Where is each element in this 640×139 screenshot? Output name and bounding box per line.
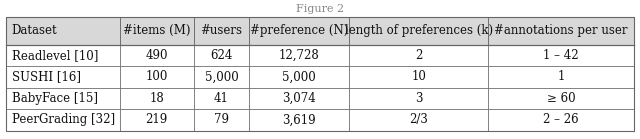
Text: PeerGrading [32]: PeerGrading [32]	[12, 113, 115, 126]
Bar	[6, 45, 120, 66]
Text: 100: 100	[145, 70, 168, 83]
Bar	[194, 17, 249, 45]
Bar	[349, 109, 488, 131]
Text: Readlevel [10]: Readlevel [10]	[12, 49, 98, 62]
Bar	[488, 17, 634, 45]
Bar	[249, 109, 349, 131]
Text: 490: 490	[145, 49, 168, 62]
Bar	[194, 88, 249, 109]
Bar	[120, 66, 194, 88]
Text: 2/3: 2/3	[409, 113, 428, 126]
Text: 5,000: 5,000	[282, 70, 316, 83]
Bar	[249, 45, 349, 66]
Bar	[349, 88, 488, 109]
Text: 2 – 26: 2 – 26	[543, 113, 579, 126]
Text: 3: 3	[415, 92, 422, 105]
Text: 3,619: 3,619	[282, 113, 316, 126]
Text: 5,000: 5,000	[205, 70, 238, 83]
Bar	[120, 109, 194, 131]
Bar	[6, 17, 634, 131]
Text: 12,728: 12,728	[278, 49, 319, 62]
Bar	[194, 45, 249, 66]
Text: SUSHI [16]: SUSHI [16]	[12, 70, 81, 83]
Bar	[349, 45, 488, 66]
Text: #users: #users	[200, 24, 243, 37]
Text: #items (M): #items (M)	[123, 24, 191, 37]
Text: 1: 1	[557, 70, 564, 83]
Text: 79: 79	[214, 113, 229, 126]
Bar	[249, 88, 349, 109]
Text: length of preferences (k): length of preferences (k)	[344, 24, 493, 37]
Bar	[194, 66, 249, 88]
Text: BabyFace [15]: BabyFace [15]	[12, 92, 97, 105]
Bar	[488, 88, 634, 109]
Text: #annotations per user: #annotations per user	[494, 24, 628, 37]
Text: 1 – 42: 1 – 42	[543, 49, 579, 62]
Text: Figure 2: Figure 2	[296, 4, 344, 14]
Bar	[120, 17, 194, 45]
Text: 624: 624	[210, 49, 232, 62]
Text: 3,074: 3,074	[282, 92, 316, 105]
Text: 219: 219	[146, 113, 168, 126]
Bar	[488, 45, 634, 66]
Text: 2: 2	[415, 49, 422, 62]
Bar	[249, 66, 349, 88]
Bar	[6, 17, 120, 45]
Text: ≥ 60: ≥ 60	[547, 92, 575, 105]
Bar	[249, 17, 349, 45]
Bar	[194, 109, 249, 131]
Bar	[6, 66, 120, 88]
Bar	[6, 88, 120, 109]
Bar	[6, 109, 120, 131]
Text: #preference (N): #preference (N)	[250, 24, 348, 37]
Text: 41: 41	[214, 92, 229, 105]
Bar	[488, 66, 634, 88]
Bar	[349, 66, 488, 88]
Bar	[120, 45, 194, 66]
Bar	[120, 88, 194, 109]
Text: 10: 10	[411, 70, 426, 83]
Bar	[349, 17, 488, 45]
Text: 18: 18	[149, 92, 164, 105]
Text: Dataset: Dataset	[12, 24, 57, 37]
Bar	[488, 109, 634, 131]
